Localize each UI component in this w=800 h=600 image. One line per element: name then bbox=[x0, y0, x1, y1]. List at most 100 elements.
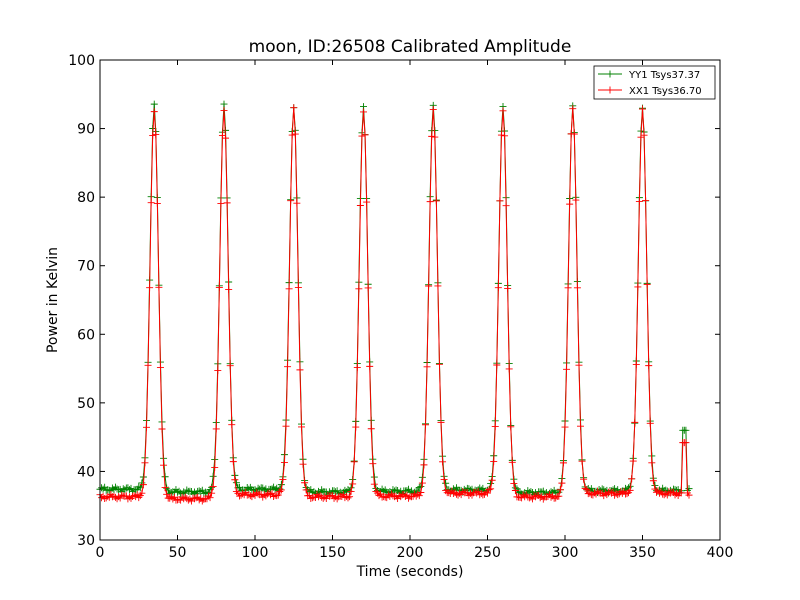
data-point-marker bbox=[552, 494, 560, 502]
data-point-marker bbox=[563, 365, 571, 373]
data-point-marker bbox=[130, 491, 138, 499]
data-point-marker bbox=[614, 491, 622, 499]
data-point-marker bbox=[685, 485, 693, 493]
data-point-marker bbox=[293, 199, 301, 207]
data-point-marker bbox=[119, 485, 127, 493]
data-point-marker bbox=[445, 489, 453, 497]
legend: YY1 Tsys37.37 XX1 Tsys36.70 bbox=[593, 65, 716, 100]
data-point-marker bbox=[634, 283, 642, 291]
data-point-marker bbox=[135, 483, 143, 491]
data-point-marker bbox=[629, 457, 637, 465]
data-point-marker bbox=[471, 488, 479, 496]
data-point-marker bbox=[118, 491, 126, 499]
data-point-marker bbox=[649, 477, 657, 485]
data-point-marker bbox=[325, 492, 333, 500]
data-point-marker bbox=[161, 473, 169, 481]
y-axis-label: Power in Kelvin bbox=[45, 247, 61, 353]
data-point-marker bbox=[141, 459, 149, 467]
data-point-marker bbox=[150, 100, 158, 108]
y-tick-label: 80 bbox=[77, 190, 95, 206]
data-point-marker bbox=[183, 486, 191, 494]
data-point-marker bbox=[674, 486, 682, 494]
data-point-marker bbox=[191, 488, 199, 496]
data-point-marker bbox=[341, 486, 349, 494]
data-point-marker bbox=[682, 439, 690, 447]
data-point-marker bbox=[384, 491, 392, 499]
data-point-marker bbox=[456, 489, 464, 497]
x-tick-label: 100 bbox=[242, 545, 269, 561]
data-point-marker bbox=[147, 199, 155, 207]
data-point-marker bbox=[623, 490, 631, 498]
series-line bbox=[99, 104, 690, 496]
data-point-marker bbox=[428, 132, 436, 140]
data-point-marker bbox=[98, 484, 106, 492]
data-point-marker bbox=[143, 423, 150, 431]
data-point-marker bbox=[508, 458, 516, 466]
data-point-marker bbox=[505, 365, 513, 373]
data-point-marker bbox=[195, 487, 203, 495]
data-point-marker bbox=[642, 197, 650, 205]
x-tick-label: 150 bbox=[319, 545, 346, 561]
y-tick-label: 70 bbox=[77, 259, 95, 275]
data-point-marker bbox=[163, 490, 171, 498]
data-point-marker bbox=[232, 487, 240, 495]
data-point-marker bbox=[494, 284, 502, 292]
data-point-marker bbox=[149, 131, 157, 139]
data-point-marker bbox=[352, 423, 360, 431]
data-point-marker bbox=[510, 479, 518, 487]
series-yy1 bbox=[96, 100, 693, 499]
data-point-marker bbox=[487, 485, 495, 493]
data-point-marker bbox=[631, 418, 639, 426]
data-point-marker bbox=[570, 130, 578, 138]
data-point-marker bbox=[333, 487, 341, 495]
data-point-marker bbox=[575, 361, 583, 369]
data-point-marker bbox=[525, 494, 533, 502]
series-layer bbox=[96, 100, 693, 505]
data-point-marker bbox=[559, 459, 567, 467]
data-point-marker bbox=[307, 494, 315, 502]
data-point-marker bbox=[639, 105, 646, 113]
data-point-marker bbox=[555, 492, 563, 500]
data-point-marker bbox=[600, 486, 608, 494]
y-tick-label: 100 bbox=[68, 53, 95, 69]
data-point-marker bbox=[108, 493, 116, 501]
data-point-marker bbox=[645, 362, 653, 370]
data-point-marker bbox=[152, 131, 160, 139]
legend-label-yy1: YY1 Tsys37.37 bbox=[628, 70, 700, 81]
data-point-marker bbox=[299, 460, 307, 468]
data-point-marker bbox=[191, 495, 199, 503]
data-point-marker bbox=[422, 421, 429, 429]
data-point-marker bbox=[132, 493, 140, 501]
data-point-marker bbox=[358, 132, 366, 140]
data-point-marker bbox=[485, 486, 493, 494]
data-point-marker bbox=[279, 475, 287, 483]
data-point-marker bbox=[277, 486, 285, 494]
data-point-marker bbox=[231, 476, 239, 484]
data-point-marker bbox=[611, 491, 619, 499]
series-line bbox=[99, 107, 690, 502]
data-point-marker bbox=[439, 458, 447, 466]
data-point-marker bbox=[431, 133, 439, 141]
x-tick-label: 0 bbox=[96, 545, 105, 561]
data-point-marker bbox=[370, 480, 378, 488]
legend-label-xx1: XX1 Tsys36.70 bbox=[629, 86, 702, 97]
data-point-marker bbox=[113, 485, 121, 493]
data-point-marker bbox=[212, 425, 220, 433]
data-point-marker bbox=[208, 489, 216, 497]
data-point-marker bbox=[139, 481, 147, 489]
data-point-marker bbox=[184, 496, 192, 504]
data-point-marker bbox=[572, 196, 580, 204]
data-point-marker bbox=[282, 422, 290, 430]
data-point-marker bbox=[573, 284, 581, 292]
data-point-marker bbox=[243, 491, 251, 499]
data-point-marker bbox=[138, 479, 146, 487]
data-point-marker bbox=[330, 494, 338, 502]
data-point-marker bbox=[347, 487, 355, 495]
data-point-marker bbox=[584, 490, 592, 498]
data-point-marker bbox=[643, 280, 651, 288]
data-point-marker bbox=[339, 491, 347, 499]
data-point-marker bbox=[346, 493, 354, 501]
data-point-marker bbox=[417, 488, 425, 496]
data-point-marker bbox=[127, 484, 135, 492]
